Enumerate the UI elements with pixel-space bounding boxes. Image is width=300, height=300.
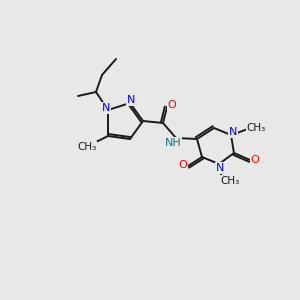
Text: N: N <box>102 103 110 113</box>
Text: N: N <box>216 163 224 173</box>
Text: NH: NH <box>165 138 182 148</box>
Text: N: N <box>229 127 237 137</box>
Text: CH₃: CH₃ <box>77 142 97 152</box>
Text: N: N <box>127 95 135 105</box>
Text: CH₃: CH₃ <box>220 176 240 186</box>
Text: O: O <box>178 160 188 170</box>
Text: O: O <box>168 100 176 110</box>
Text: CH₃: CH₃ <box>246 123 266 133</box>
Text: O: O <box>250 155 260 165</box>
